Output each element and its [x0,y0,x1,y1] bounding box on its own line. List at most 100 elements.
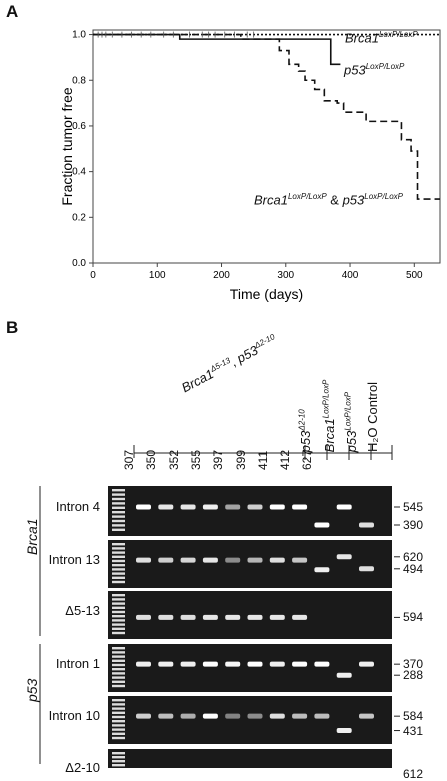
size-label: 594 [403,610,424,625]
legend-combo: Brca1LoxP/LoxP & p53LoxP/LoxP [254,192,403,208]
ladder-band [112,699,125,702]
gel-band [158,614,174,620]
ladder-band [112,519,125,523]
ladder-band [112,572,125,575]
gel-band [225,557,241,563]
size-label: 494 [403,561,424,576]
gel-band [202,557,218,563]
row-label: Intron 10 [48,708,100,724]
gel-band [359,522,374,528]
ladder-band [112,619,125,622]
gel-band [292,713,308,719]
gel-band [336,554,352,560]
ladder-band [112,668,125,671]
size-label: 370 [403,657,424,672]
gel-band [292,504,308,510]
lane-label: 352 [166,449,181,470]
gel-band [314,567,330,573]
ladder-band [112,564,125,567]
ladder-band [112,655,125,658]
ladder-band [112,506,125,509]
x-tick-label: 0 [90,270,96,281]
group-brca1: Brca1 [24,518,40,555]
gel-band [202,614,218,620]
gel-row [108,644,392,692]
ladder-band [112,598,125,601]
row-label: Intron 4 [55,499,100,514]
row-label: Intron 1 [55,656,100,672]
ladder-band [112,659,125,662]
gel-band [158,713,174,719]
ladder-band [112,606,125,609]
row-label: Δ5-13 [65,603,100,619]
ladder-band [112,736,125,740]
gel-band [136,614,151,620]
plot-frame [92,29,441,264]
lane-label: 627 [300,449,315,470]
y-tick-label: 1.0 [72,30,86,41]
gel-band [225,614,241,620]
gel-row [108,696,392,744]
ladder-band [112,756,125,759]
gel-band [136,713,151,719]
lane-label: 412 [278,449,293,470]
ladder-band [112,663,125,667]
gel-band [269,713,285,719]
gel-band [136,661,151,667]
ladder-band [112,555,125,558]
gel-band [180,557,196,563]
size-label: 620 [403,549,424,564]
gel-band [202,504,218,510]
ladder-band [112,497,125,501]
ladder-band [112,715,125,719]
ladder-band [112,528,125,531]
ladder-band [112,543,125,546]
ladder-band [112,684,125,688]
lane-label: 355 [188,449,203,470]
ladder-band [112,631,125,635]
ladder-band [112,602,125,605]
x-tick-label: 100 [149,270,166,281]
size-label: 545 [403,500,424,514]
y-tick-label: 0.0 [72,258,86,269]
x-tick-label: 500 [406,270,423,281]
ladder-band [112,515,125,518]
gel-band [180,661,196,667]
gel-band [314,713,330,719]
ladder-band [112,568,125,571]
survival-chart: 0 100 200 300 400 500 0.0 0.2 0.4 0.6 0.8 1.0 Time (… [59,29,441,302]
gel-band [180,713,196,719]
ladder-band [112,551,125,554]
gel-band [225,504,241,510]
gel-band [336,504,352,510]
ladder-band [112,493,125,496]
gel-band [225,661,241,667]
gel-row [108,486,392,536]
lane-label: 411 [255,450,270,470]
gel-band [359,713,374,719]
panel-a-letter: A [6,2,19,21]
gel-band [180,614,196,620]
gel-row [108,749,392,768]
gel-band [247,713,263,719]
group-p53: p53 [24,678,40,702]
size-label: 431 [403,723,424,738]
lane-label: 397 [211,449,226,470]
gel-band [247,614,263,620]
gel-band [180,504,196,510]
ladder-band [112,760,125,763]
row-label: Intron 13 [48,552,100,568]
gel-band [336,728,352,734]
ladder-band [112,489,125,492]
ladder-band [112,676,125,679]
gel-band [136,557,151,563]
size-label: 612 [403,767,424,781]
gel-band [269,661,285,667]
gel-band [158,557,174,563]
y-tick-label: 0.6 [72,121,86,132]
ladder-band [112,728,125,731]
ladder-band [112,711,125,714]
y-tick-label: 0.8 [72,75,86,86]
size-label: 584 [403,709,424,724]
ladder-band [112,547,125,550]
